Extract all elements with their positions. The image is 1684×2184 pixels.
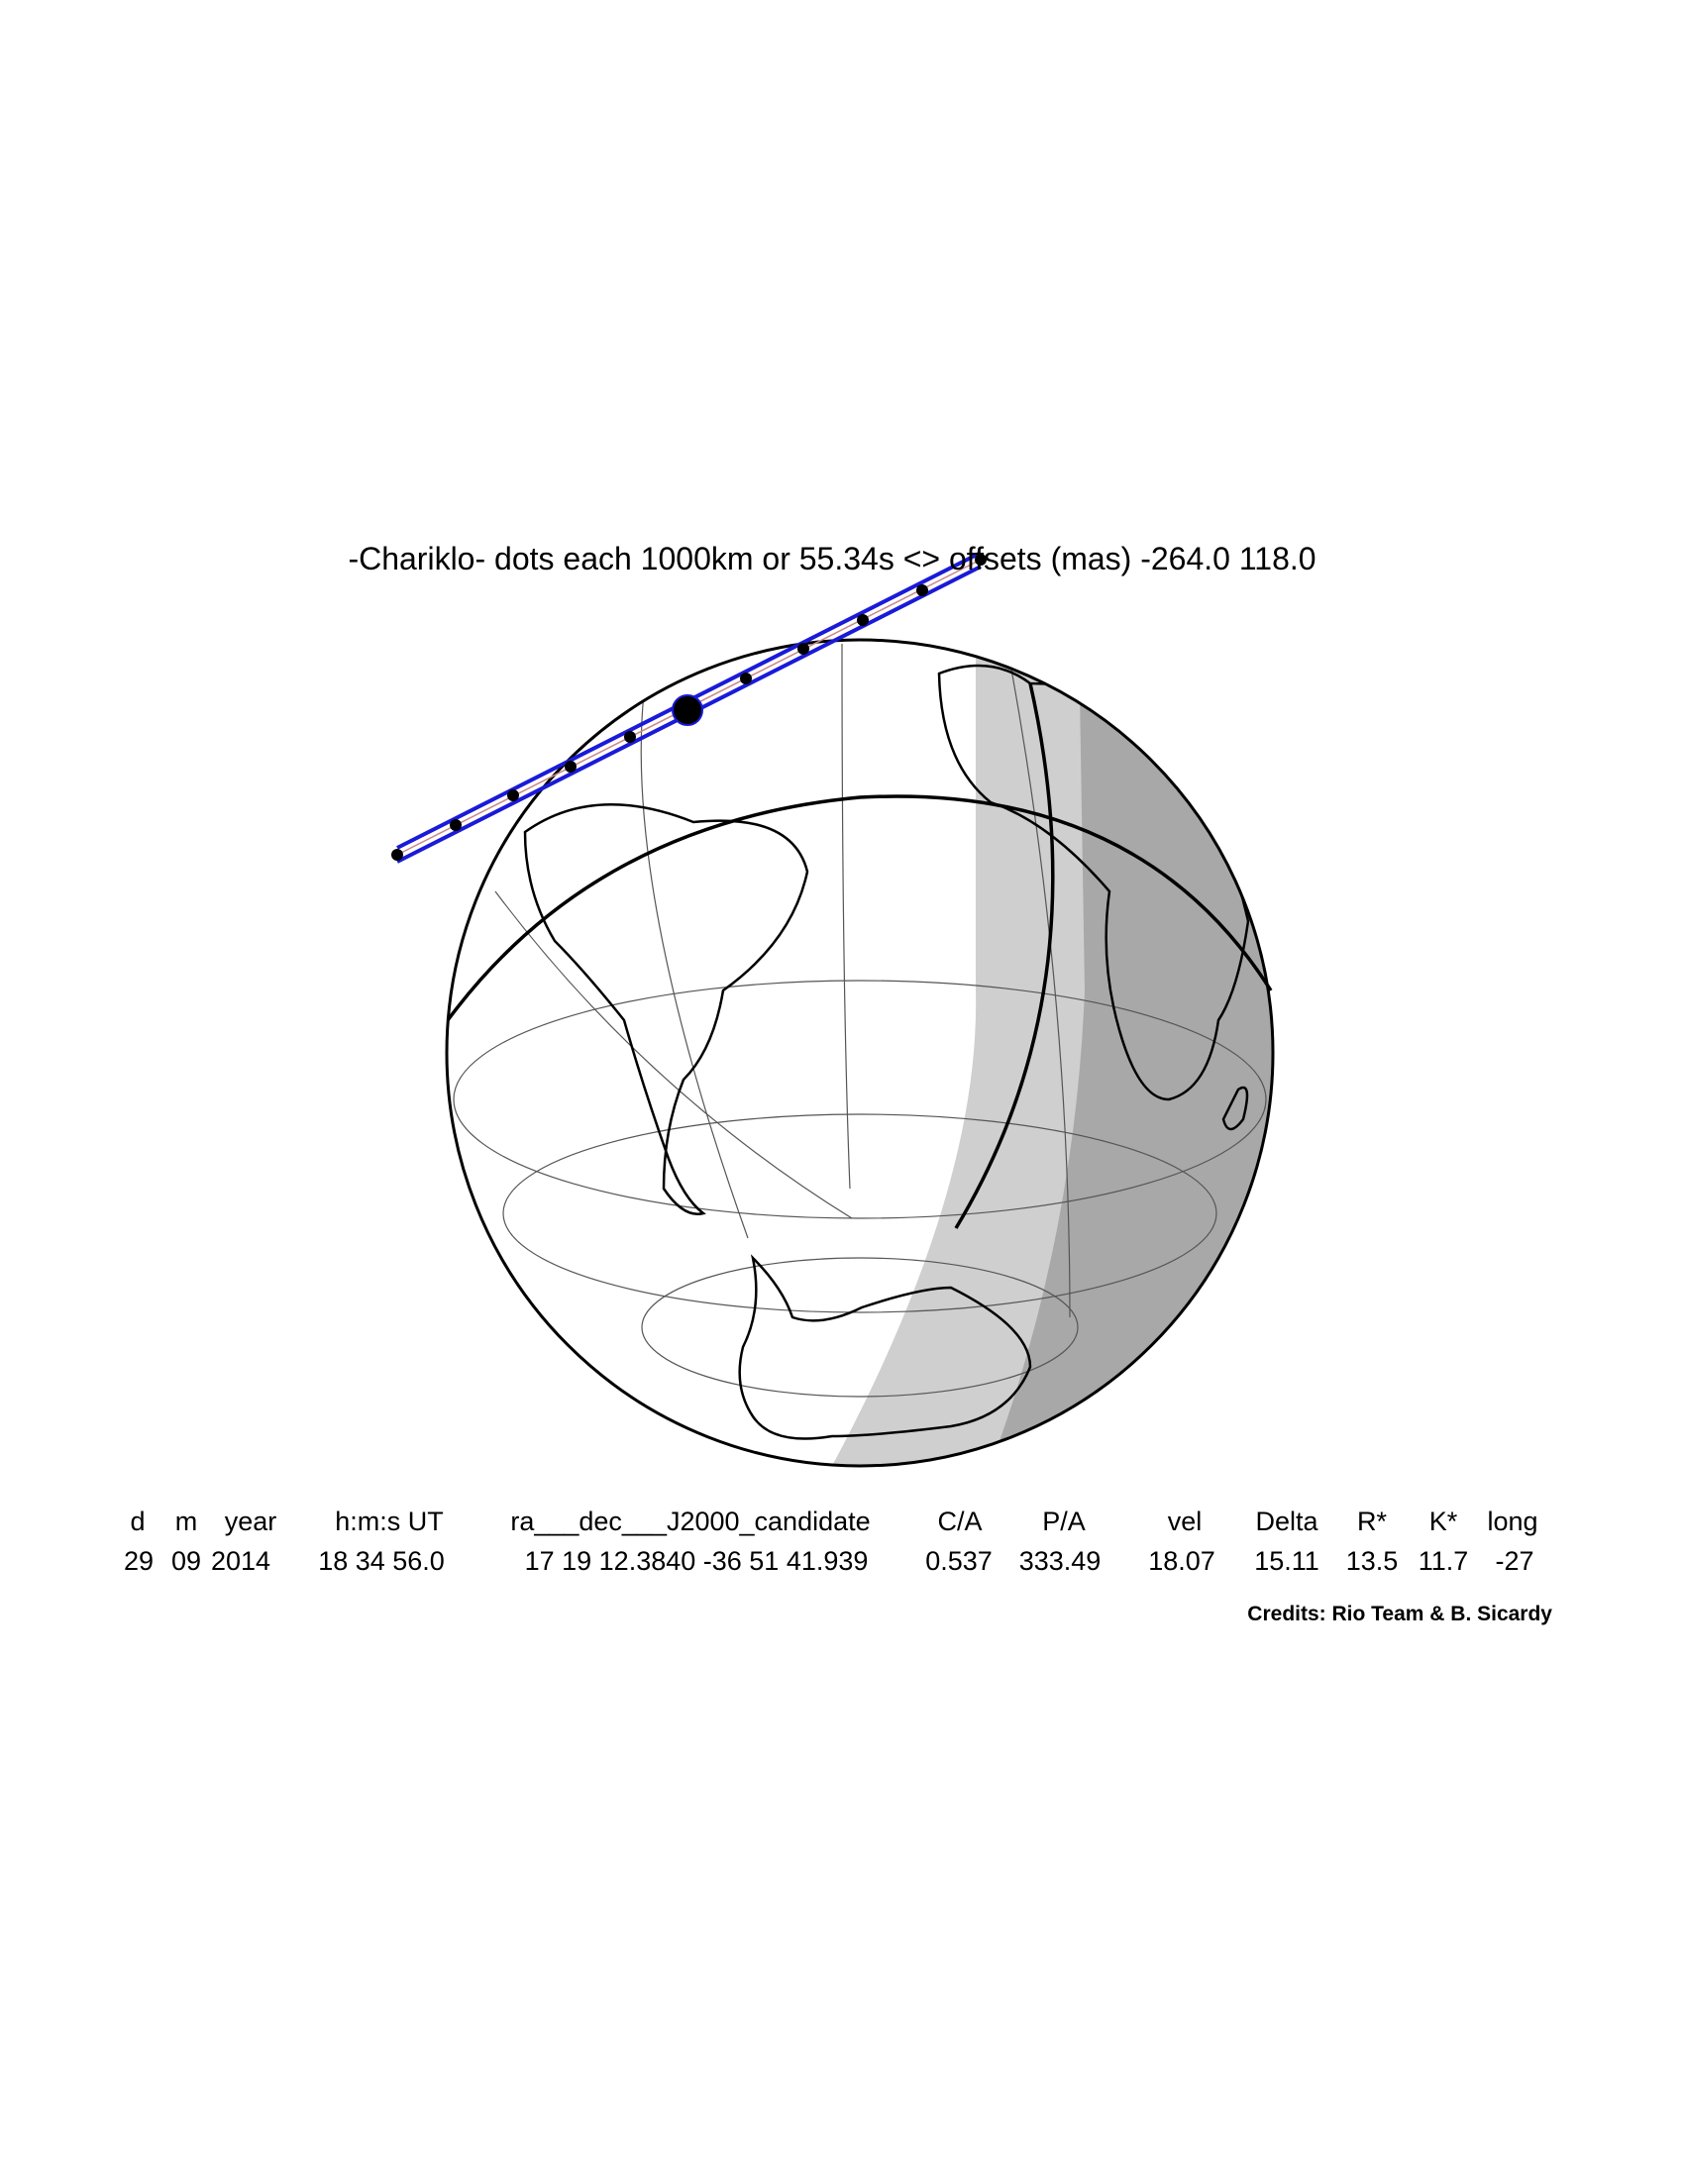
cell: 29 [124,1546,154,1576]
column-header: m [175,1507,198,1536]
globe [445,638,1275,1468]
column-header: C/A [937,1507,982,1536]
cell: 0.537 [925,1546,993,1576]
column-header: long [1487,1507,1537,1536]
column-header: Delta [1255,1507,1318,1536]
graticule [453,643,1267,1398]
column-header: ra___dec___J2000_candidate [510,1507,870,1536]
title: -Chariklo- dots each 1000km or 55.34s <>… [348,541,1316,576]
cell: 15.11 [1254,1546,1319,1576]
cell: 2014 [211,1546,270,1576]
cell: 13.5 [1346,1546,1399,1576]
column-header: h:m:s UT [335,1507,444,1536]
data-table: d m year h:m:s UT ra___dec___J2000_candidate… [124,1507,1538,1576]
column-header: d [130,1507,145,1536]
column-header: P/A [1042,1507,1086,1536]
credits: Credits: Rio Team & B. Sicardy [1247,1603,1552,1625]
cell: 11.7 [1419,1546,1469,1576]
column-header: K* [1429,1507,1458,1536]
cell: 18.07 [1148,1546,1215,1576]
cell: -27 [1495,1546,1533,1576]
cell: 333.49 [1019,1546,1102,1576]
column-header: year [225,1507,277,1536]
cell: 17 19 12.3840 -36 51 41.939 [525,1546,869,1576]
cell: 09 [171,1546,201,1576]
column-header: R* [1357,1507,1387,1536]
cell: 18 34 56.0 [318,1546,445,1576]
column-header: vel [1168,1507,1203,1536]
shadow-path [391,551,987,864]
